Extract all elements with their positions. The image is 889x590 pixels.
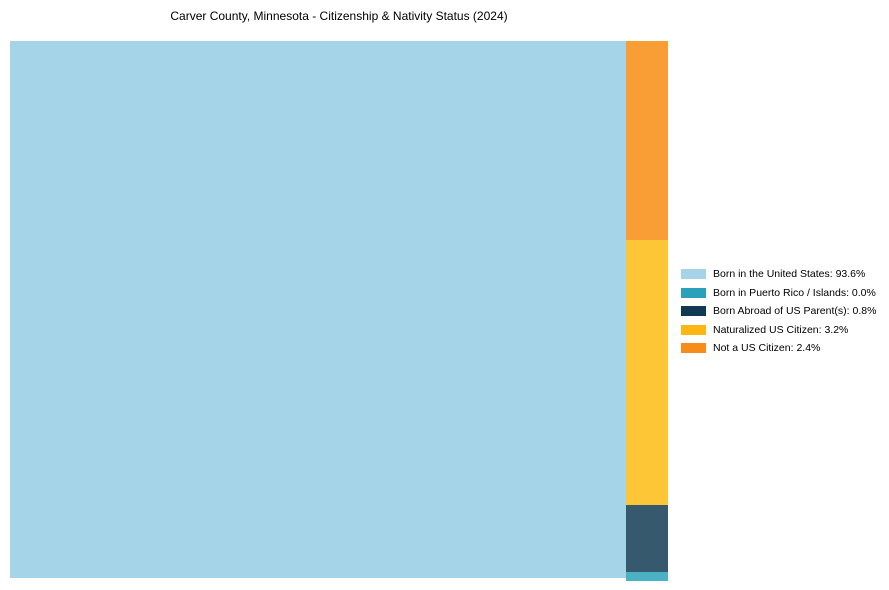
legend-item-born-abroad: Born Abroad of US Parent(s): 0.8% [681,302,876,321]
treemap [10,41,668,581]
legend-item-naturalized: Naturalized US Citizen: 3.2% [681,321,876,340]
treemap-rect-born-abroad-of-us-parents [626,505,668,572]
legend-swatch-born-abroad [681,306,706,317]
treemap-side-column [626,41,668,581]
legend-swatch-naturalized [681,324,706,335]
legend-label-not-a-citizen: Not a US Citizen: 2.4% [713,342,821,355]
legend-label-born-in-puerto-rico: Born in Puerto Rico / Islands: 0.0% [713,286,876,299]
legend-label-born-in-us: Born in the United States: 93.6% [713,268,866,281]
legend-label-born-abroad: Born Abroad of US Parent(s): 0.8% [713,305,877,318]
legend-label-naturalized: Naturalized US Citizen: 3.2% [713,323,849,336]
legend-item-born-in-puerto-rico: Born in Puerto Rico / Islands: 0.0% [681,284,876,303]
treemap-rect-born-in-us [10,41,626,578]
treemap-rect-naturalized-us-citizen [626,240,668,505]
legend-item-not-a-citizen: Not a US Citizen: 2.4% [681,339,876,358]
legend-swatch-born-in-puerto-rico [681,287,706,298]
legend-swatch-not-a-citizen [681,343,706,354]
legend: Born in the United States: 93.6% Born in… [681,265,876,358]
treemap-rect-born-in-puerto-rico-islands [626,572,668,581]
legend-item-born-in-us: Born in the United States: 93.6% [681,265,876,284]
legend-swatch-born-in-us [681,269,706,280]
treemap-rect-not-a-us-citizen [626,41,668,240]
chart-title: Carver County, Minnesota - Citizenship &… [170,9,508,23]
